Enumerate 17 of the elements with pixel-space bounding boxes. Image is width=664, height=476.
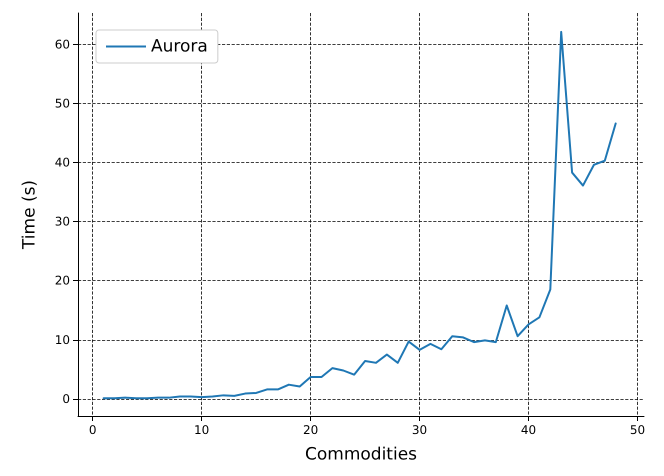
x-tick-label: 40: [520, 423, 536, 437]
legend-label: Aurora: [151, 36, 208, 56]
x-tick-label: 0: [88, 423, 97, 437]
y-tick-label: 40: [54, 156, 70, 170]
x-tick-label: 30: [412, 423, 428, 437]
y-tick-label: 0: [62, 392, 70, 406]
y-tick-label: 20: [54, 274, 70, 288]
x-tick-label: 20: [302, 423, 318, 437]
x-axis-title: Commodities: [304, 444, 418, 464]
y-axis-title: Time (s): [20, 180, 40, 250]
y-tick-label: 50: [54, 96, 70, 110]
line-series: [102, 30, 617, 400]
y-tick-label: 10: [54, 332, 70, 347]
x-tick-label: 10: [194, 423, 210, 437]
x-tick-label: 50: [630, 423, 646, 437]
y-tick-label: 30: [54, 214, 70, 229]
y-tick-label: 60: [54, 37, 70, 52]
